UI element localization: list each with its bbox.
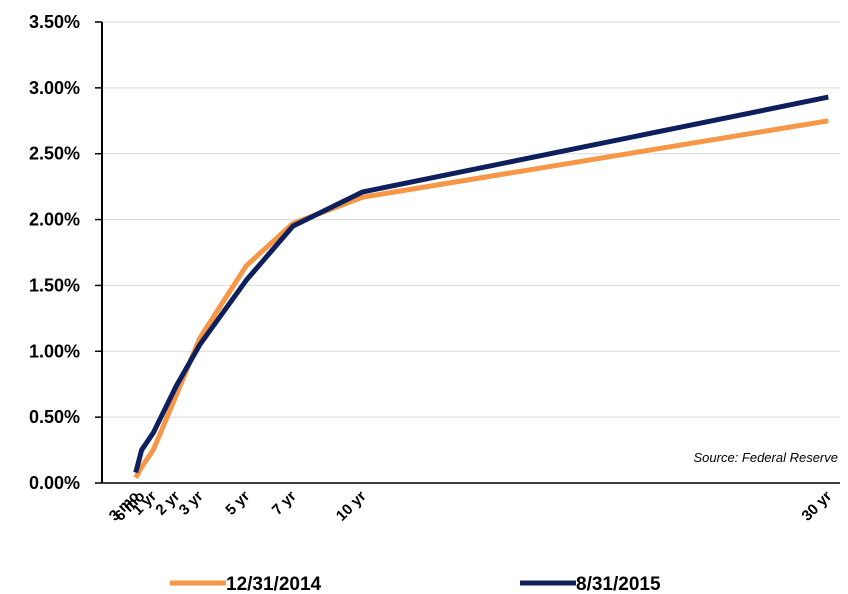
source-note: Source: Federal Reserve: [693, 450, 838, 465]
y-tick-label: 2.50%: [29, 144, 80, 164]
x-tick-label: 3 yr: [176, 488, 207, 519]
y-tick-label: 0.00%: [29, 473, 80, 493]
x-tick-label: 7 yr: [269, 488, 300, 519]
y-tick-label: 1.50%: [29, 275, 80, 295]
legend-label: 8/31/2015: [576, 574, 661, 594]
x-tick-label: 10 yr: [333, 488, 370, 525]
plot: 0.00% 0.50% 1.00% 1.50% 2.00% 2.50% 3.00% 3.50%…: [29, 12, 840, 594]
series-line: [133, 94, 829, 474]
legend-label: 12/31/2014: [226, 574, 322, 594]
y-tick-label: 1.00%: [29, 341, 80, 361]
y-tick-label: 3.50%: [29, 12, 80, 32]
series-line: [133, 118, 829, 479]
y-tick-label: 2.00%: [29, 210, 80, 230]
x-tick-label: 30 yr: [798, 488, 835, 525]
y-tick-label: 0.50%: [29, 407, 80, 427]
x-tick-label: 5 yr: [222, 488, 253, 519]
y-tick-label: 3.00%: [29, 78, 80, 98]
